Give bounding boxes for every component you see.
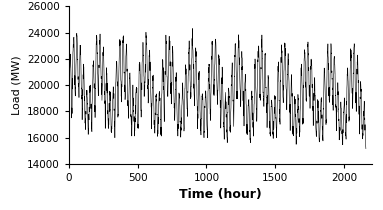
- X-axis label: Time (hour): Time (hour): [179, 188, 262, 201]
- Y-axis label: Load (MW): Load (MW): [11, 55, 21, 115]
